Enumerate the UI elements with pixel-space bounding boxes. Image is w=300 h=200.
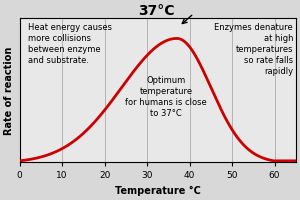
Text: Heat energy causes
more collisions
between enzyme
and substrate.: Heat energy causes more collisions betwe…: [28, 23, 112, 65]
Text: Optimum
temperature
for humans is close
to 37°C: Optimum temperature for humans is close …: [125, 76, 207, 118]
Text: 37°C: 37°C: [138, 4, 175, 18]
Y-axis label: Rate of reaction: Rate of reaction: [4, 46, 14, 135]
Text: Enzymes denature
at high
temperatures
so rate falls
rapidly: Enzymes denature at high temperatures so…: [214, 23, 293, 76]
X-axis label: Temperature °C: Temperature °C: [115, 186, 201, 196]
